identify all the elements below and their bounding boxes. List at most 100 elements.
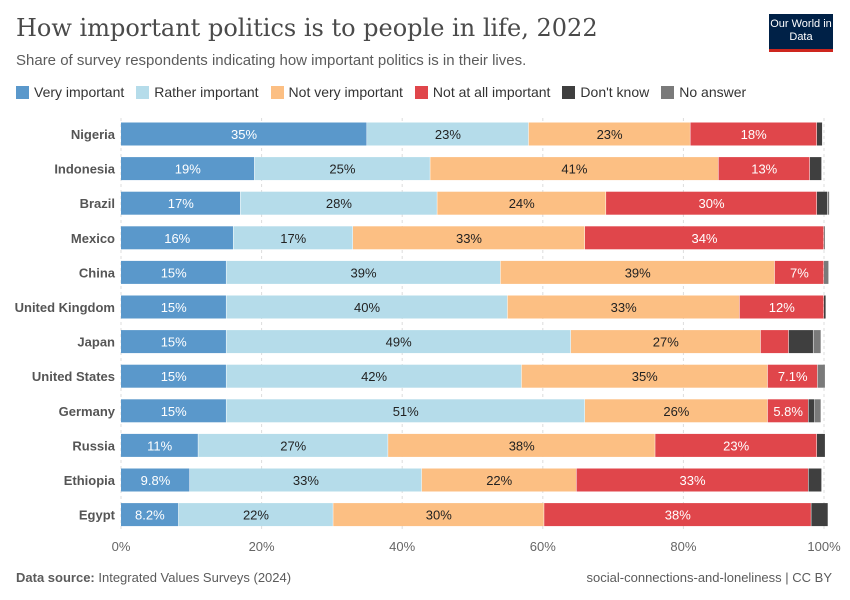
bar-segment[interactable] bbox=[528, 122, 690, 146]
bar-segment[interactable] bbox=[767, 399, 809, 423]
chart-title: How important politics is to people in l… bbox=[16, 14, 598, 42]
legend-item[interactable]: Not at all important bbox=[414, 84, 551, 100]
bar-segment[interactable] bbox=[240, 191, 437, 215]
bar-segment[interactable] bbox=[606, 191, 817, 215]
data-label: 25% bbox=[329, 162, 355, 177]
legend-item[interactable]: Not very important bbox=[270, 84, 403, 100]
x-tick-label: 60% bbox=[530, 539, 556, 554]
bar-segment[interactable] bbox=[827, 191, 830, 215]
bar-segment[interactable] bbox=[808, 399, 815, 423]
bar-segment[interactable] bbox=[121, 226, 233, 250]
bar-segment[interactable] bbox=[739, 295, 824, 319]
bar-segment[interactable] bbox=[584, 399, 768, 423]
bar-segment[interactable] bbox=[198, 433, 388, 457]
legend-item[interactable]: No answer bbox=[661, 84, 746, 100]
owid-logo[interactable]: Our World in Data bbox=[769, 14, 833, 52]
data-label: 51% bbox=[393, 404, 419, 419]
bar-segment[interactable] bbox=[507, 295, 740, 319]
bar-segment[interactable] bbox=[544, 503, 811, 527]
bar-segment[interactable] bbox=[121, 503, 179, 527]
bar-segment[interactable] bbox=[655, 433, 817, 457]
bar-segment[interactable] bbox=[816, 122, 823, 146]
source-link[interactable]: Integrated Values Surveys (2024) bbox=[98, 570, 292, 585]
bar-segment[interactable] bbox=[811, 503, 828, 527]
bar-segment[interactable] bbox=[718, 157, 810, 181]
data-label: 41% bbox=[561, 162, 587, 177]
bar-segment[interactable] bbox=[437, 191, 606, 215]
category-label: Germany bbox=[59, 404, 116, 419]
footer-license[interactable]: social-connections-and-loneliness | CC B… bbox=[586, 570, 832, 585]
bar-segment[interactable] bbox=[121, 122, 367, 146]
legend-item[interactable]: Rather important bbox=[136, 84, 259, 100]
bar-segment[interactable] bbox=[767, 364, 818, 388]
bar-segment[interactable] bbox=[824, 295, 826, 319]
data-label: 17% bbox=[280, 231, 306, 246]
data-label: 39% bbox=[351, 265, 377, 280]
bar-segment[interactable] bbox=[226, 260, 501, 284]
x-tick-label: 80% bbox=[670, 539, 696, 554]
bar-segment[interactable] bbox=[121, 364, 226, 388]
bar-segment[interactable] bbox=[430, 157, 719, 181]
bar-segment[interactable] bbox=[226, 399, 585, 423]
bar-segment[interactable] bbox=[226, 295, 508, 319]
bar-segment[interactable] bbox=[808, 468, 822, 492]
legend-item[interactable]: Very important bbox=[16, 84, 124, 100]
bar-segment[interactable] bbox=[521, 364, 768, 388]
legend-label: Not at all important bbox=[432, 84, 551, 100]
bar-segment[interactable] bbox=[500, 260, 775, 284]
bar-segment[interactable] bbox=[367, 122, 529, 146]
bar-segment[interactable] bbox=[121, 260, 226, 284]
bar-segment[interactable] bbox=[816, 191, 828, 215]
x-tick-label: 20% bbox=[249, 539, 275, 554]
bar-segment[interactable] bbox=[121, 468, 190, 492]
data-label: 40% bbox=[354, 300, 380, 315]
bar-segment[interactable] bbox=[121, 433, 198, 457]
bar-segment[interactable] bbox=[690, 122, 817, 146]
bar-segment[interactable] bbox=[774, 260, 824, 284]
bar-segment[interactable] bbox=[760, 330, 789, 354]
bar-segment[interactable] bbox=[816, 433, 825, 457]
bar-segment[interactable] bbox=[121, 330, 226, 354]
bar-segment[interactable] bbox=[178, 503, 333, 527]
data-label: 33% bbox=[293, 473, 319, 488]
bar-segment[interactable] bbox=[388, 433, 655, 457]
bar-segment[interactable] bbox=[809, 157, 822, 181]
bar-segment[interactable] bbox=[813, 330, 821, 354]
bar-segment[interactable] bbox=[121, 399, 226, 423]
data-label: 49% bbox=[386, 335, 412, 350]
bar-segment[interactable] bbox=[121, 157, 255, 181]
bar-segment[interactable] bbox=[189, 468, 422, 492]
bar-segment[interactable] bbox=[584, 226, 824, 250]
legend-label: Rather important bbox=[154, 84, 259, 100]
bar-segment[interactable] bbox=[788, 330, 813, 354]
bar-segment[interactable] bbox=[121, 191, 241, 215]
legend-swatch bbox=[661, 85, 675, 99]
bar-segment[interactable] bbox=[814, 399, 821, 423]
bar-segment[interactable] bbox=[226, 364, 522, 388]
bar-segment[interactable] bbox=[421, 468, 577, 492]
bar-segment[interactable] bbox=[333, 503, 544, 527]
bar-segment[interactable] bbox=[570, 330, 761, 354]
bar-segment[interactable] bbox=[352, 226, 585, 250]
legend-item[interactable]: Don't know bbox=[562, 84, 649, 100]
data-label: 8.2% bbox=[135, 508, 165, 523]
bar-segment[interactable] bbox=[233, 226, 353, 250]
bar-segment[interactable] bbox=[824, 226, 825, 250]
source-label: Data source: bbox=[16, 570, 95, 585]
data-label: 38% bbox=[509, 438, 535, 453]
bar-segment[interactable] bbox=[121, 295, 226, 319]
x-tick-label: 100% bbox=[807, 539, 841, 554]
data-label: 22% bbox=[486, 473, 512, 488]
data-label: 34% bbox=[691, 231, 717, 246]
bar-segment[interactable] bbox=[254, 157, 430, 181]
data-label: 42% bbox=[361, 369, 387, 384]
bar-segment[interactable] bbox=[824, 260, 829, 284]
bar-segment[interactable] bbox=[576, 468, 809, 492]
data-label: 23% bbox=[435, 127, 461, 142]
data-label: 33% bbox=[456, 231, 482, 246]
bar-segment[interactable] bbox=[226, 330, 571, 354]
bar-segment[interactable] bbox=[817, 364, 825, 388]
chart-subtitle: Share of survey respondents indicating h… bbox=[16, 52, 527, 69]
